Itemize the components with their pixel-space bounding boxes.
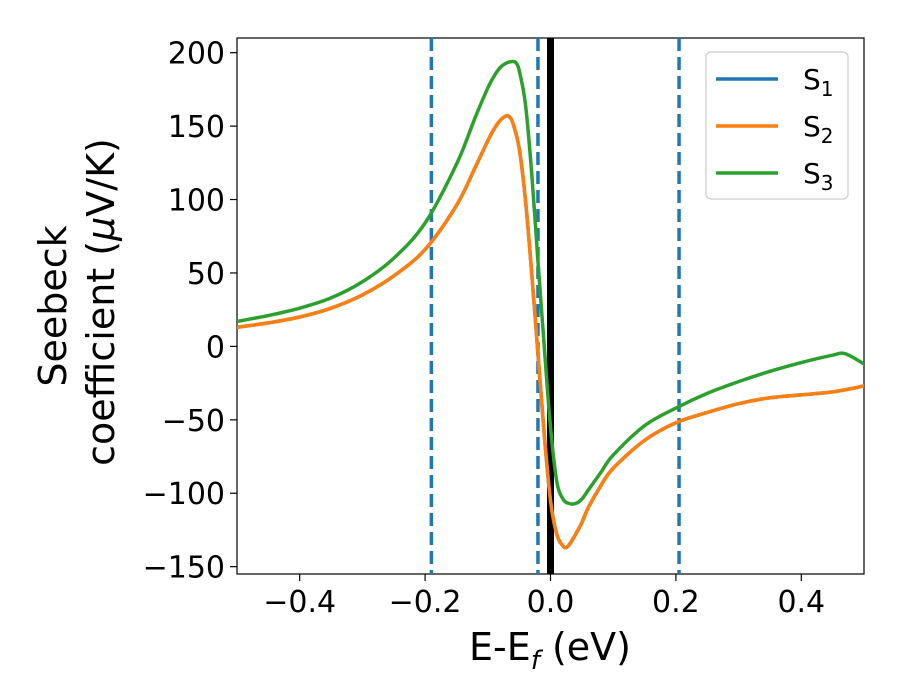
series-lines (237, 59, 864, 550)
legend-label-s1: S1 (803, 63, 834, 101)
x-axis-label: E-Ef (eV) (469, 625, 631, 676)
y-axis-label: Seebeck coefficient (μV/K) (31, 138, 123, 466)
x-axis-ticks: −0.4 −0.2 0.0 0.2 0.4 (263, 574, 825, 620)
y-tick-label: 0 (206, 330, 225, 365)
x-tick-label: 0.2 (652, 585, 700, 620)
y-axis-ticks: −150 −100 −50 0 50 100 150 200 (143, 37, 237, 586)
series-line-s3 (237, 59, 864, 506)
x-tick-label: −0.4 (263, 585, 336, 620)
y-tick-label: −50 (162, 404, 225, 439)
legend: S1 S2 S3 (705, 51, 849, 200)
x-tick-label: 0.4 (777, 585, 825, 620)
y-tick-label: 100 (168, 184, 225, 219)
x-tick-label: −0.2 (389, 585, 462, 620)
y-axis-label-line2: coefficient (μV/K) (79, 138, 123, 466)
y-tick-label: −100 (143, 477, 225, 512)
x-tick-label: 0.0 (527, 585, 575, 620)
y-tick-label: 150 (168, 110, 225, 145)
legend-label-s3: S3 (803, 157, 834, 195)
y-tick-label: −150 (143, 551, 225, 586)
y-axis-label-line1: Seebeck (31, 225, 75, 386)
y-tick-label: 200 (168, 37, 225, 72)
y-tick-label: 50 (187, 257, 225, 292)
legend-label-s2: S2 (803, 110, 834, 148)
series-line-s2 (237, 113, 864, 550)
